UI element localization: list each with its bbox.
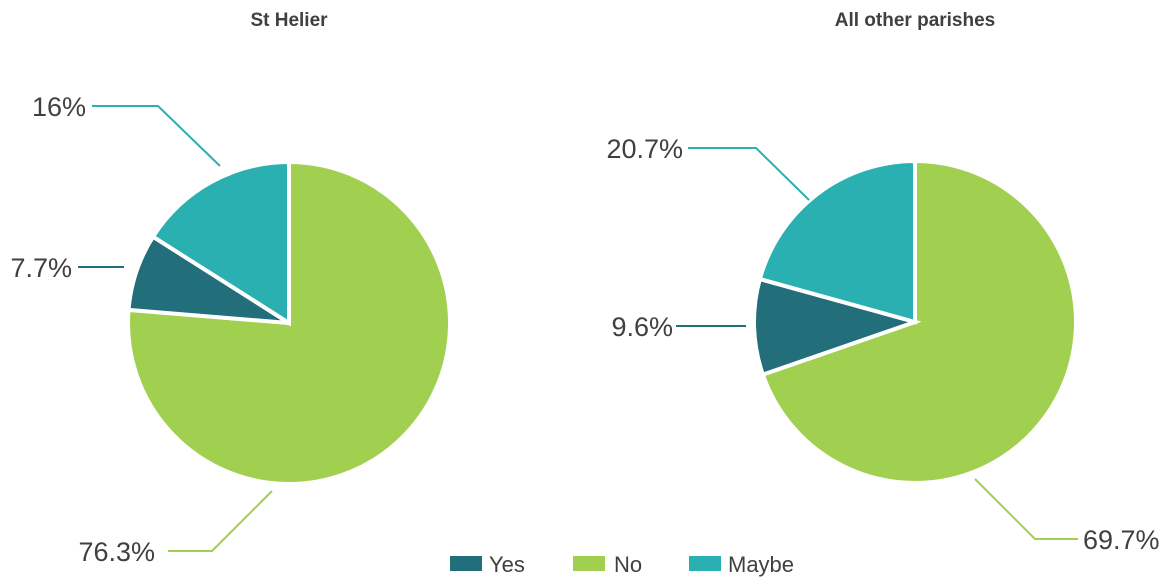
chart-title-all-other-parishes: All other parishes (835, 10, 996, 31)
data-label-maybe: 16% (32, 92, 86, 122)
legend-item-maybe: Maybe (689, 552, 794, 577)
legend-swatch-no (573, 556, 605, 571)
data-label-yes: 7.7% (10, 253, 72, 283)
pie-slice-maybe (150, 159, 291, 327)
data-label-yes: 9.6% (611, 312, 673, 342)
legend-swatch-maybe (689, 556, 721, 571)
data-label-no: 69.7% (1083, 525, 1160, 555)
chart-title-st-helier: St Helier (250, 10, 328, 31)
leader-line-maybe (92, 105, 221, 167)
legend-label-maybe: Maybe (728, 552, 794, 577)
legend-label-yes: Yes (489, 552, 525, 577)
legend-label-no: No (614, 552, 642, 577)
pie-slice-maybe (757, 158, 917, 325)
leader-line-maybe (688, 147, 810, 201)
legend-item-no: No (573, 552, 642, 577)
data-label-maybe: 20.7% (606, 134, 683, 164)
legend: Yes No Maybe (450, 552, 794, 577)
leader-line-no (974, 478, 1078, 540)
pie-chart-all-other-parishes: 9.6% 69.7% 20.7% (606, 134, 1159, 555)
data-label-no: 76.3% (78, 537, 155, 567)
pie-group: 7.7% 76.3% 16% 9.6% 69.7% 20.7% (10, 92, 1159, 567)
legend-swatch-yes (450, 556, 482, 571)
legend-item-yes: Yes (450, 552, 525, 577)
pie-slice-yes (752, 276, 922, 378)
leader-line-no (168, 490, 273, 552)
pie-chart-st-helier: 7.7% 76.3% 16% (10, 92, 452, 567)
